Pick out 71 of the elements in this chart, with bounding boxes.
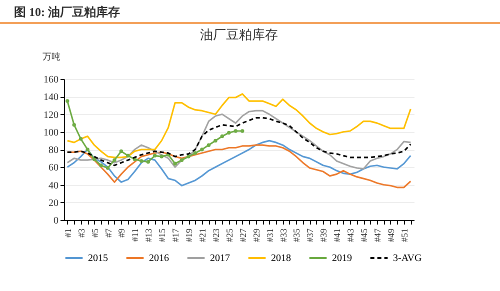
- legend-label: 2016: [149, 253, 169, 264]
- line-series: [66, 116, 412, 166]
- line-series: [66, 110, 412, 170]
- x-tick-label: #37: [305, 228, 316, 242]
- y-tick-label: 140: [44, 92, 58, 104]
- x-tick-label: #41: [332, 228, 342, 242]
- legend-label: 2019: [332, 253, 352, 264]
- x-tick-label: #11: [130, 228, 140, 242]
- point: [86, 148, 90, 152]
- x-tick-label: #27: [238, 228, 248, 242]
- point: [214, 138, 218, 143]
- point: [173, 162, 177, 166]
- point: [240, 129, 244, 133]
- point: [126, 154, 130, 158]
- x-tick-label: #45: [359, 228, 370, 242]
- legend-label: 3-AVG: [393, 253, 422, 264]
- x-tick-label: #25: [224, 228, 234, 242]
- y-tick-label: 20: [48, 198, 58, 209]
- x-tick-label: #39: [318, 228, 329, 242]
- x-tick-label: #47: [372, 228, 382, 242]
- y-tick-label: 40: [48, 180, 58, 192]
- point: [99, 163, 103, 168]
- point: [92, 157, 96, 162]
- point: [186, 154, 190, 158]
- point: [227, 130, 231, 135]
- point: [65, 99, 70, 103]
- point: [146, 160, 150, 164]
- point: [140, 159, 144, 163]
- point: [119, 149, 124, 154]
- point: [152, 154, 157, 158]
- y-tick-label: 160: [44, 74, 58, 86]
- x-tick-label: #21: [197, 228, 208, 242]
- x-tick-label: #49: [386, 228, 396, 242]
- x-tick-label: #35: [292, 228, 302, 242]
- chart-subtitle: 油厂豆粕库存: [200, 27, 278, 42]
- x-tick-label: #1: [62, 228, 73, 238]
- chart-title: 图 10: 油厂豆粕库存: [14, 4, 120, 21]
- x-tick-label: #19: [184, 228, 194, 242]
- point: [72, 122, 76, 127]
- legend-label: 2015: [88, 253, 108, 264]
- x-tick-label: #51: [399, 228, 410, 242]
- y-tick-label: 0: [54, 216, 58, 226]
- legend-label: 2018: [271, 253, 291, 264]
- y-tick-label: 60: [48, 162, 58, 174]
- point: [106, 166, 110, 170]
- y-tick-label: 120: [44, 110, 58, 121]
- point: [112, 158, 116, 162]
- point: [206, 143, 211, 147]
- x-tick-label: #43: [346, 228, 356, 242]
- legend-label: 2017: [210, 253, 230, 264]
- point: [220, 134, 224, 138]
- x-tick-label: #29: [251, 228, 262, 242]
- point: [193, 151, 198, 155]
- x-tick-label: #13: [144, 228, 154, 242]
- x-tick-label: #17: [170, 228, 181, 242]
- point: [234, 129, 238, 133]
- x-tick-label: #5: [90, 228, 100, 238]
- x-tick-label: #33: [278, 228, 288, 242]
- y-tick-label: 100: [44, 127, 58, 138]
- point: [180, 158, 184, 162]
- y-axis-title: 万吨: [42, 52, 60, 62]
- x-tick-label: #23: [210, 228, 221, 242]
- x-tick-label: #9: [116, 228, 127, 238]
- point: [160, 154, 164, 158]
- x-tick-label: #3: [76, 228, 86, 238]
- x-tick-label: #7: [103, 228, 114, 238]
- x-tick-label: #31: [264, 228, 275, 242]
- y-tick-label: 80: [48, 145, 58, 156]
- x-tick-label: #15: [157, 228, 168, 242]
- point: [78, 137, 83, 141]
- point: [200, 148, 204, 152]
